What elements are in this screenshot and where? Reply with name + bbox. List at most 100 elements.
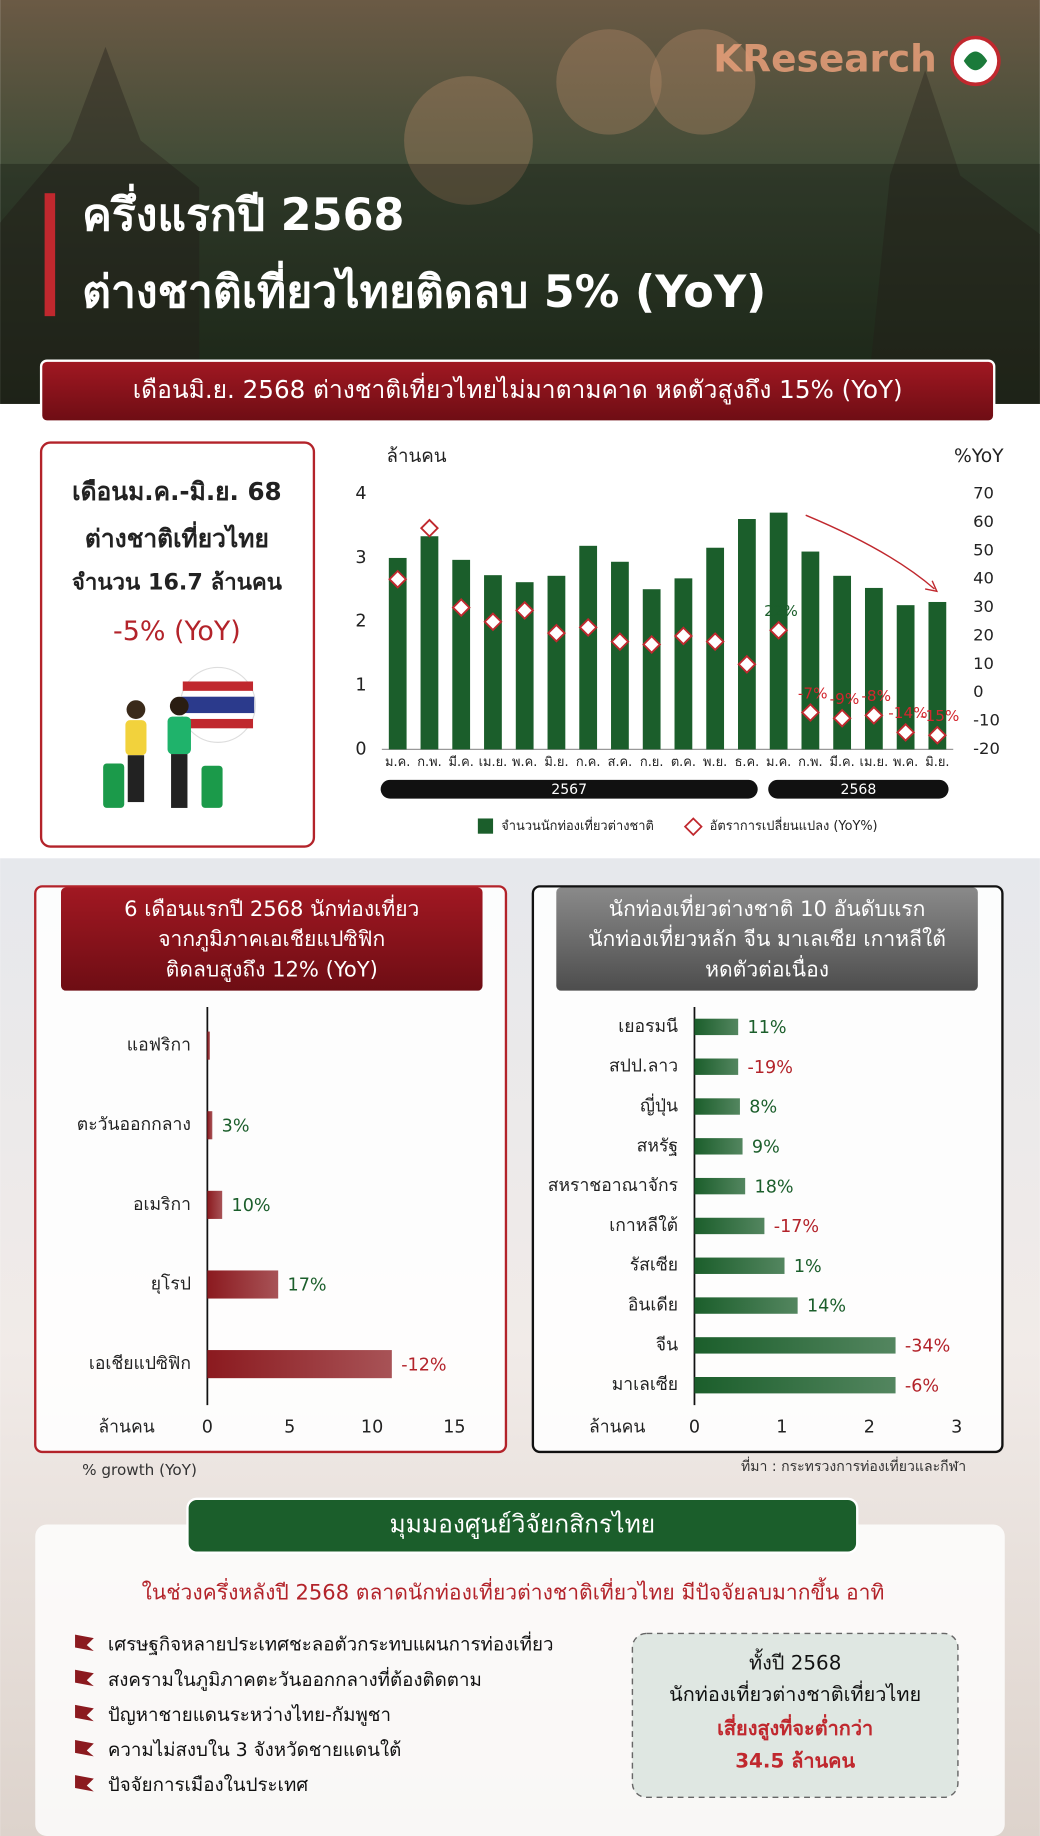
value-label: -14% xyxy=(888,704,927,722)
value-label: -7% xyxy=(798,684,828,702)
y2-tick-label: 40 xyxy=(973,569,994,588)
bar xyxy=(928,601,947,750)
callout-line: เสี่ยงสูงที่จะต่ำกว่า xyxy=(717,1713,873,1742)
category-label: เกาหลีใต้ xyxy=(609,1215,678,1236)
x-tick-label: 10 xyxy=(361,1417,383,1437)
callout-line: ทั้งปี 2568 xyxy=(749,1648,841,1674)
category-label: แอฟริกา xyxy=(127,1036,191,1056)
bar xyxy=(694,1377,896,1394)
year-band xyxy=(768,779,949,799)
banner-text: เดือนมิ.ย. 2568 ต่างชาติเที่ยวไทยไม่มาตา… xyxy=(133,372,903,405)
y2-tick-label: 50 xyxy=(973,540,994,559)
marker xyxy=(578,617,598,637)
marker xyxy=(419,518,439,538)
growth-label: 3% xyxy=(222,1116,250,1136)
callout-box xyxy=(631,1632,959,1799)
marker xyxy=(515,600,535,620)
value-label: -9% xyxy=(830,690,860,708)
marker xyxy=(388,569,408,589)
y2-tick-label: -20 xyxy=(973,739,1000,758)
bar xyxy=(694,1257,785,1274)
growth-label: 9% xyxy=(752,1138,780,1158)
bar xyxy=(694,1177,746,1195)
category-label: มาเลเซีย xyxy=(612,1375,678,1395)
logo-emblem xyxy=(963,51,988,71)
summary-box xyxy=(39,441,316,848)
legend-swatch xyxy=(477,818,494,834)
growth-label: 10% xyxy=(232,1196,271,1216)
factor: ปัจจัยการเมืองในประเทศ xyxy=(108,1774,308,1796)
y-tick-label: 2 xyxy=(355,612,366,632)
source: ที่มา : กระทรวงการท่องเที่ยวและกีฬา xyxy=(741,1457,966,1475)
x-tick-label: ก.พ. xyxy=(798,755,822,770)
y2-tick-label: 10 xyxy=(973,654,994,673)
marker xyxy=(896,722,916,742)
growth-label: 18% xyxy=(755,1177,794,1197)
marker xyxy=(800,702,820,723)
growth-label: -12% xyxy=(401,1355,446,1375)
bar xyxy=(547,575,566,750)
growth-label: 11% xyxy=(748,1018,787,1038)
panel-title: จากภูมิภาคเอเชียแปซิฟิก xyxy=(158,926,385,952)
x-tick-label: มี.ค. xyxy=(449,755,474,770)
bullet-icon xyxy=(75,1669,94,1687)
marker xyxy=(864,705,884,725)
bar xyxy=(694,1018,739,1036)
y2-tick-label: 60 xyxy=(973,512,994,531)
bar xyxy=(579,545,598,750)
bar xyxy=(694,1217,765,1235)
category-label: อเมริกา xyxy=(133,1195,191,1215)
x-tick-label: 5 xyxy=(284,1417,295,1437)
marker xyxy=(546,623,566,643)
growth-label: -19% xyxy=(748,1058,793,1078)
growth-label: 17% xyxy=(288,1276,327,1296)
growth-label: 8% xyxy=(749,1098,777,1118)
growth-note: % growth (YoY) xyxy=(82,1461,197,1479)
bullet-icon xyxy=(75,1739,94,1757)
panel-title: นักท่องเที่ยวหลัก จีน มาเลเซีย เกาหลีใต้ xyxy=(588,924,946,951)
bar xyxy=(694,1337,896,1354)
category-label: สหราชอาณาจักร xyxy=(548,1176,678,1196)
marker xyxy=(737,654,757,674)
x-tick-label: ส.ค. xyxy=(608,755,633,770)
summary-line: เดือนม.ค.-มิ.ย. 68 xyxy=(72,477,281,506)
x-tick-label: ม.ค. xyxy=(766,755,791,770)
marker xyxy=(483,612,503,632)
title: ครึ่งแรกปี 2568 xyxy=(82,183,404,241)
category-label: รัสเซีย xyxy=(630,1256,678,1276)
x-tick-label: มิ.ย. xyxy=(925,755,949,770)
panel-title: ติดลบสูงถึง 12% (YoY) xyxy=(166,957,378,983)
x-tick-label: 3 xyxy=(951,1417,962,1437)
x-tick-label: เม.ย. xyxy=(479,755,508,770)
trend-arrow xyxy=(924,580,939,593)
category-label: ญี่ปุ่น xyxy=(640,1094,678,1117)
legend-label: อัตราการเปลี่ยนแปลง (YoY%) xyxy=(710,817,878,834)
x-tick-label: ก.พ. xyxy=(417,755,441,770)
year-label: 2568 xyxy=(841,782,877,798)
bar xyxy=(694,1098,740,1115)
factor: ความไม่สงบใน 3 จังหวัดชายแดนใต้ xyxy=(108,1739,401,1761)
category-label: สปป.ลาว xyxy=(609,1057,678,1077)
x-tick-label: ธ.ค. xyxy=(735,755,760,770)
y2-tick-label: -10 xyxy=(973,711,1000,730)
callout-line: 34.5 ล้านคน xyxy=(735,1750,855,1773)
category-label: สหรัฐ xyxy=(637,1136,678,1156)
growth-label: -34% xyxy=(905,1337,950,1357)
people-photo xyxy=(649,29,756,135)
legend-swatch xyxy=(683,817,703,837)
bar xyxy=(515,582,534,750)
panel-title: 6 เดือนแรกปี 2568 นักท่องเที่ยว xyxy=(124,894,419,921)
x-tick-label: ม.ค. xyxy=(385,755,410,770)
x-tick-label: พ.ค. xyxy=(512,755,537,770)
y2-tick-label: 20 xyxy=(973,625,994,644)
factor: เศรษฐกิจหลายประเทศชะลอตัวกระทบแผนการท่อง… xyxy=(108,1632,554,1656)
trend-arrow xyxy=(805,514,935,590)
bar xyxy=(694,1297,798,1314)
bar xyxy=(833,575,852,750)
x-tick-label: เม.ย. xyxy=(860,755,889,770)
value-label: -8% xyxy=(861,687,891,705)
logo: KResearch xyxy=(713,36,937,80)
bar xyxy=(864,587,883,750)
panel-title: หดตัวต่อเนื่อง xyxy=(705,955,829,982)
